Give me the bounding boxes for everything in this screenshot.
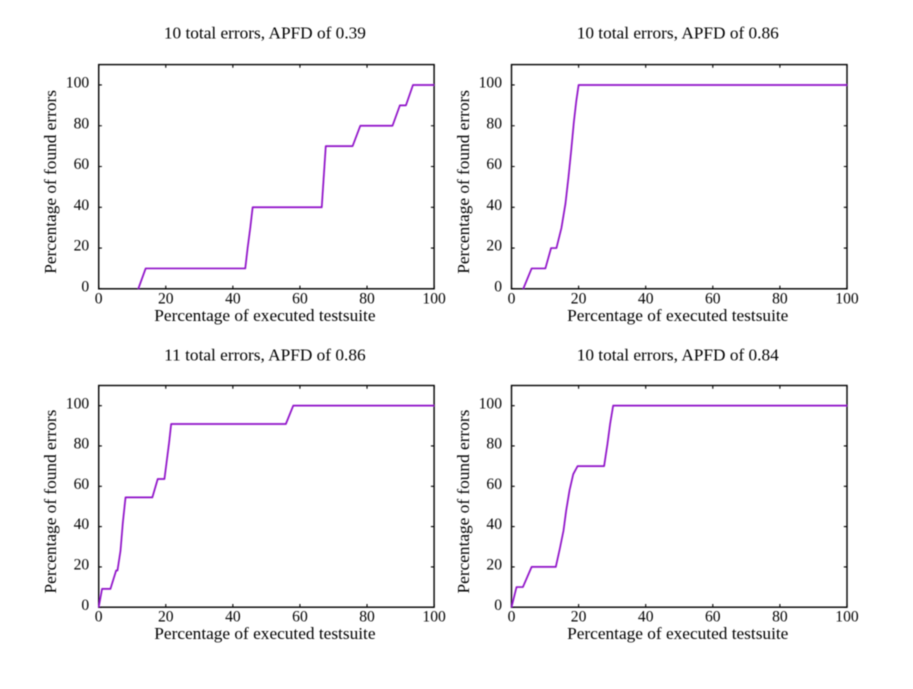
- svg-text:10 total errors, APFD of 0.84: 10 total errors, APFD of 0.84: [577, 346, 779, 365]
- svg-text:40: 40: [74, 197, 90, 214]
- svg-text:40: 40: [486, 197, 502, 214]
- svg-text:100: 100: [479, 395, 503, 412]
- svg-text:80: 80: [359, 609, 375, 626]
- svg-text:0: 0: [95, 609, 103, 626]
- svg-text:0: 0: [508, 290, 516, 307]
- svg-text:20: 20: [74, 238, 90, 255]
- svg-text:40: 40: [225, 290, 241, 307]
- svg-text:100: 100: [66, 75, 90, 92]
- svg-text:60: 60: [292, 609, 308, 626]
- svg-text:20: 20: [571, 290, 587, 307]
- svg-text:0: 0: [494, 597, 502, 614]
- svg-text:80: 80: [772, 290, 788, 307]
- svg-text:Percentage of found errors: Percentage of found errors: [41, 409, 60, 593]
- svg-text:Percentage of executed testsui: Percentage of executed testsuite: [567, 624, 789, 643]
- svg-text:0: 0: [81, 597, 89, 614]
- svg-text:100: 100: [479, 75, 503, 92]
- svg-text:80: 80: [772, 609, 788, 626]
- svg-text:80: 80: [486, 115, 502, 132]
- svg-text:80: 80: [74, 436, 90, 453]
- svg-text:20: 20: [486, 556, 502, 573]
- svg-text:60: 60: [486, 476, 502, 493]
- svg-text:11 total errors, APFD of 0.86: 11 total errors, APFD of 0.86: [164, 346, 366, 365]
- svg-text:Percentage of found errors: Percentage of found errors: [454, 90, 473, 274]
- svg-text:40: 40: [486, 516, 502, 533]
- svg-text:Percentage of executed testsui: Percentage of executed testsuite: [567, 306, 789, 325]
- svg-text:40: 40: [638, 290, 654, 307]
- svg-text:Percentage of executed testsui: Percentage of executed testsuite: [154, 624, 376, 643]
- svg-text:80: 80: [359, 290, 375, 307]
- svg-text:20: 20: [571, 609, 587, 626]
- svg-text:100: 100: [835, 609, 859, 626]
- svg-text:100: 100: [835, 290, 859, 307]
- svg-text:Percentage of found errors: Percentage of found errors: [41, 90, 60, 274]
- svg-text:Percentage of executed testsui: Percentage of executed testsuite: [154, 306, 376, 325]
- svg-text:100: 100: [422, 290, 446, 307]
- svg-text:80: 80: [74, 115, 90, 132]
- svg-text:10 total errors, APFD of 0.39: 10 total errors, APFD of 0.39: [164, 24, 366, 43]
- svg-text:0: 0: [494, 278, 502, 295]
- svg-text:0: 0: [95, 290, 103, 307]
- svg-text:0: 0: [508, 609, 516, 626]
- svg-text:40: 40: [638, 609, 654, 626]
- svg-text:60: 60: [486, 156, 502, 173]
- svg-text:20: 20: [158, 290, 174, 307]
- svg-text:40: 40: [74, 516, 90, 533]
- svg-text:60: 60: [74, 156, 90, 173]
- svg-text:100: 100: [422, 609, 446, 626]
- svg-text:20: 20: [74, 556, 90, 573]
- svg-text:Percentage of found errors: Percentage of found errors: [454, 409, 473, 593]
- svg-text:60: 60: [292, 290, 308, 307]
- svg-text:60: 60: [74, 476, 90, 493]
- svg-text:60: 60: [705, 609, 721, 626]
- svg-text:0: 0: [81, 278, 89, 295]
- svg-text:100: 100: [66, 395, 90, 412]
- svg-text:40: 40: [225, 609, 241, 626]
- svg-text:20: 20: [486, 238, 502, 255]
- svg-text:60: 60: [705, 290, 721, 307]
- svg-text:80: 80: [486, 436, 502, 453]
- svg-text:10 total errors, APFD of 0.86: 10 total errors, APFD of 0.86: [577, 24, 779, 43]
- svg-text:20: 20: [158, 609, 174, 626]
